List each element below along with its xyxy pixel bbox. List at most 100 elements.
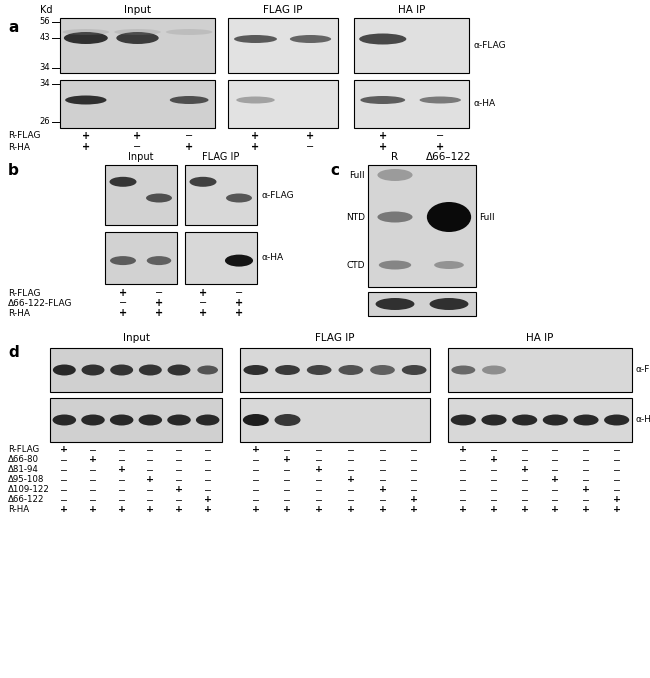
Bar xyxy=(368,165,476,287)
Text: Δ95-108: Δ95-108 xyxy=(8,475,44,485)
Ellipse shape xyxy=(81,365,105,376)
Bar xyxy=(185,165,257,225)
Text: +: + xyxy=(133,131,142,141)
Text: Kd: Kd xyxy=(40,5,53,15)
Text: R-HA: R-HA xyxy=(8,506,29,515)
Text: −: − xyxy=(175,466,183,475)
Ellipse shape xyxy=(379,260,411,269)
Text: +: + xyxy=(82,131,90,141)
Text: +: + xyxy=(175,506,183,515)
Text: α-HA: α-HA xyxy=(473,100,495,108)
Text: −: − xyxy=(347,456,355,464)
Ellipse shape xyxy=(434,261,464,269)
Ellipse shape xyxy=(114,29,161,35)
Ellipse shape xyxy=(378,169,413,181)
Text: +: + xyxy=(185,142,193,152)
Text: −: − xyxy=(582,475,590,485)
Text: FLAG IP: FLAG IP xyxy=(202,152,240,162)
Text: +: + xyxy=(460,445,467,454)
Text: −: − xyxy=(60,496,68,504)
Ellipse shape xyxy=(275,365,300,375)
Text: +: + xyxy=(235,298,243,308)
Text: −: − xyxy=(146,496,154,504)
Text: −: − xyxy=(613,445,621,454)
Bar xyxy=(354,80,469,128)
Text: −: − xyxy=(613,485,621,494)
Ellipse shape xyxy=(62,29,109,35)
Bar xyxy=(185,232,257,284)
Ellipse shape xyxy=(339,365,363,375)
Ellipse shape xyxy=(543,414,568,426)
Text: NTD: NTD xyxy=(346,212,365,222)
Text: +: + xyxy=(315,466,323,475)
Ellipse shape xyxy=(226,193,252,203)
Text: −: − xyxy=(283,466,291,475)
Ellipse shape xyxy=(167,414,190,426)
Ellipse shape xyxy=(196,414,220,426)
Bar xyxy=(448,348,632,392)
Text: −: − xyxy=(490,496,498,504)
Text: −: − xyxy=(283,496,291,504)
Text: −: − xyxy=(235,288,243,298)
Text: Input: Input xyxy=(124,5,151,15)
Text: +: + xyxy=(613,506,621,515)
Text: +: + xyxy=(118,506,125,515)
Text: −: − xyxy=(252,475,260,485)
Ellipse shape xyxy=(146,193,172,203)
Text: −: − xyxy=(60,475,68,485)
Text: Δ109-122: Δ109-122 xyxy=(8,485,50,494)
Text: −: − xyxy=(521,485,528,494)
Text: −: − xyxy=(315,485,323,494)
Ellipse shape xyxy=(359,33,406,45)
Text: FLAG IP: FLAG IP xyxy=(315,333,355,343)
Text: +: + xyxy=(60,506,68,515)
Text: 56: 56 xyxy=(40,18,50,26)
Text: −: − xyxy=(551,456,560,464)
Ellipse shape xyxy=(225,255,253,266)
Text: −: − xyxy=(175,456,183,464)
Text: +: + xyxy=(490,506,498,515)
Ellipse shape xyxy=(81,414,105,426)
Text: d: d xyxy=(8,345,19,360)
Text: +: + xyxy=(82,142,90,152)
Text: −: − xyxy=(521,456,528,464)
Text: −: − xyxy=(203,466,212,475)
Text: R: R xyxy=(391,152,398,162)
Ellipse shape xyxy=(573,414,599,426)
Bar xyxy=(228,80,338,128)
Text: 34: 34 xyxy=(40,64,50,73)
Text: 34: 34 xyxy=(40,79,50,89)
Text: −: − xyxy=(613,456,621,464)
Text: +: + xyxy=(521,506,528,515)
Text: −: − xyxy=(203,475,212,485)
Text: −: − xyxy=(315,475,323,485)
Text: 26: 26 xyxy=(40,117,50,127)
Ellipse shape xyxy=(360,96,405,104)
Text: +: + xyxy=(118,466,125,475)
Text: −: − xyxy=(175,475,183,485)
Bar xyxy=(448,398,632,442)
Text: −: − xyxy=(155,288,163,298)
Text: −: − xyxy=(378,496,387,504)
Text: −: − xyxy=(613,475,621,485)
Text: −: − xyxy=(203,485,212,494)
Text: +: + xyxy=(379,142,387,152)
Text: +: + xyxy=(347,475,355,485)
Text: +: + xyxy=(155,298,163,308)
Ellipse shape xyxy=(274,414,300,426)
Text: +: + xyxy=(146,506,154,515)
Text: −: − xyxy=(410,475,418,485)
Text: −: − xyxy=(89,466,97,475)
Text: FLAG IP: FLAG IP xyxy=(263,5,303,15)
Bar xyxy=(240,348,430,392)
Ellipse shape xyxy=(236,96,275,104)
Text: −: − xyxy=(347,496,355,504)
Text: −: − xyxy=(118,445,125,454)
Text: +: + xyxy=(521,466,528,475)
Text: −: − xyxy=(410,445,418,454)
Ellipse shape xyxy=(512,414,538,426)
Ellipse shape xyxy=(147,256,171,265)
Text: −: − xyxy=(582,456,590,464)
Text: −: − xyxy=(315,496,323,504)
Text: −: − xyxy=(252,496,260,504)
